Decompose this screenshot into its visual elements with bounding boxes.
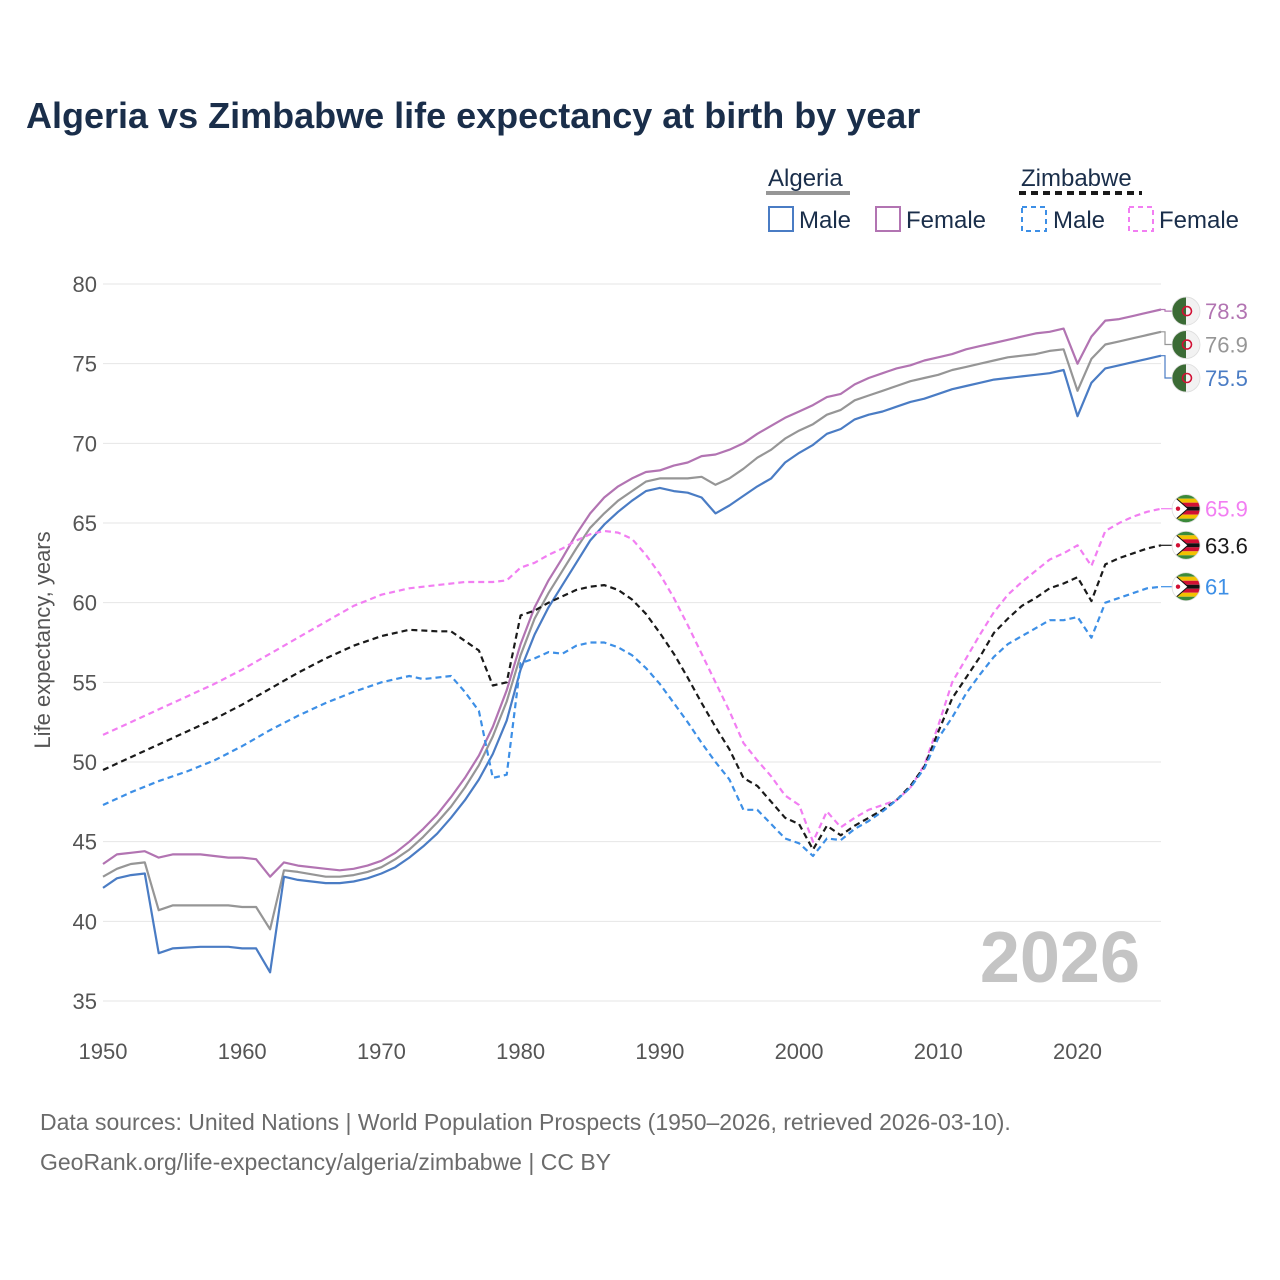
end-connector-algeria_male	[1161, 355, 1172, 379]
chart-title: Algeria vs Zimbabwe life expectancy at b…	[26, 95, 920, 136]
end-label-algeria_male: 75.5	[1205, 366, 1248, 391]
end-label-zimbabwe_total: 63.6	[1205, 533, 1248, 558]
end-labels: 78.3 76.9 75.5 65.9 63.6 61	[1161, 296, 1248, 602]
y-tick-label-75: 75	[73, 352, 97, 377]
series-line-zimbabwe_total	[102, 544, 1162, 851]
y-tick-label-70: 70	[73, 431, 97, 456]
algeria-flag-icon-algeria_male	[1171, 363, 1201, 393]
legend-algeria-label: Algeria	[768, 165, 843, 192]
legend-algeria-female-swatch	[875, 206, 901, 232]
y-tick-label-55: 55	[73, 670, 97, 695]
legend-zimbabwe-female-label: Female	[1159, 207, 1239, 234]
y-tick-label-60: 60	[73, 591, 97, 616]
series-line-algeria_total	[102, 330, 1162, 931]
x-tick-label-1990: 1990	[635, 1039, 684, 1064]
algeria-flag-icon-algeria_total	[1171, 330, 1201, 359]
x-tick-label-1980: 1980	[496, 1039, 545, 1064]
end-label-zimbabwe_female: 65.9	[1205, 497, 1248, 522]
year-watermark: 2026	[980, 918, 1140, 998]
zimbabwe-flag-icon-zimbabwe_male	[1171, 572, 1201, 602]
zimbabwe-flag-icon-zimbabwe_female	[1171, 494, 1201, 524]
y-tick-label-65: 65	[73, 511, 97, 536]
legend-zimbabwe-label: Zimbabwe	[1021, 165, 1132, 192]
x-tick-label-1960: 1960	[218, 1039, 267, 1064]
x-tick-label-1970: 1970	[357, 1039, 406, 1064]
y-axis-ticks: 35 40 45 50 55 60 65 70 75 80	[73, 272, 97, 1014]
series-line-algeria_female	[102, 308, 1162, 878]
series-line-zimbabwe_male	[102, 585, 1162, 858]
legend-algeria-male-swatch	[768, 206, 794, 232]
end-connector-algeria_total	[1161, 331, 1172, 346]
x-tick-label-2010: 2010	[914, 1039, 963, 1064]
series-line-zimbabwe_female	[102, 507, 1162, 843]
y-tick-label-50: 50	[73, 750, 97, 775]
series-lines	[102, 308, 1162, 974]
end-label-zimbabwe_male: 61	[1205, 575, 1229, 600]
end-connector-algeria_female	[1161, 308, 1172, 312]
y-tick-label-45: 45	[73, 830, 97, 855]
source-line-1: Data sources: United Nations | World Pop…	[40, 1109, 1011, 1135]
legend: Algeria Male Female Zimbabwe Male Female	[766, 165, 1239, 234]
legend-zimbabwe-female-swatch	[1128, 206, 1154, 232]
x-tick-label-2020: 2020	[1053, 1039, 1102, 1064]
zimbabwe-flag-icon-zimbabwe_total	[1171, 530, 1201, 560]
legend-zimbabwe-male-label: Male	[1053, 207, 1105, 234]
algeria-flag-icon-algeria_female	[1171, 296, 1201, 326]
legend-algeria-female-label: Female	[906, 207, 986, 234]
series-line-algeria_male	[102, 354, 1162, 974]
legend-algeria-male-label: Male	[799, 207, 851, 234]
y-axis-label: Life expectancy, years	[30, 531, 55, 748]
legend-zimbabwe-male-swatch	[1021, 206, 1047, 232]
end-label-algeria_total: 76.9	[1205, 333, 1248, 358]
gridlines	[103, 283, 1161, 1002]
y-tick-label-40: 40	[73, 909, 97, 934]
x-tick-label-2000: 2000	[775, 1039, 824, 1064]
x-tick-label-1950: 1950	[79, 1039, 128, 1064]
y-tick-label-80: 80	[73, 272, 97, 297]
source-line-2: GeoRank.org/life-expectancy/algeria/zimb…	[40, 1149, 611, 1175]
end-label-algeria_female: 78.3	[1205, 299, 1248, 324]
x-axis-ticks: 1950 1960 1970 1980 1990 2000 2010 2020	[79, 1039, 1102, 1064]
y-tick-label-35: 35	[73, 989, 97, 1014]
